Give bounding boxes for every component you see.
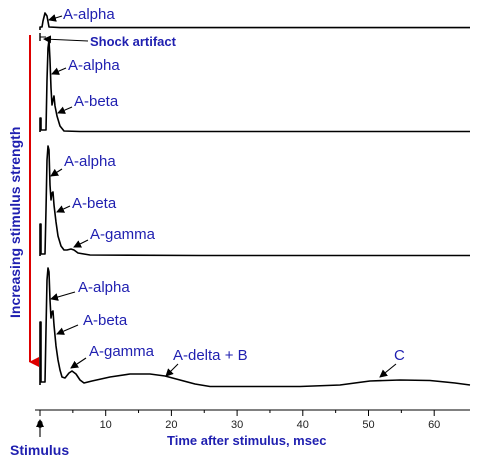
trace-3: A-alpha A-beta A-gamma (39, 145, 470, 257)
trace-2-line (39, 39, 470, 133)
trace-1-alpha-arrow (48, 14, 63, 22)
trace-4-alpha-arrow (50, 291, 76, 301)
trace-4-label-gamma: A-gamma (89, 343, 155, 360)
trace-3-label-gamma: A-gamma (90, 226, 156, 243)
trace-4-beta-arrow (56, 324, 79, 335)
trace-2-alpha-arrow (51, 67, 67, 75)
increasing-strength-label: Increasing stimulus strength (7, 127, 23, 318)
trace-4-c-arrow (379, 363, 397, 378)
trace-4-label-alpha: A-alpha (78, 279, 130, 296)
trace-4-label-c: C (394, 347, 405, 364)
trace-4-label-delta-b: A-delta + B (173, 347, 248, 364)
trace-1-label-alpha: A-alpha (63, 6, 115, 23)
x-axis-ticks: 0102030405060 (37, 410, 440, 431)
trace-2-beta-arrow (57, 106, 73, 114)
trace-3-label-alpha: A-alpha (64, 153, 116, 170)
trace-2-label-beta: A-beta (74, 93, 119, 110)
x-axis-title: Time after stimulus, msec (167, 433, 326, 448)
trace-3-label-beta: A-beta (72, 195, 117, 212)
x-tick-label: 30 (231, 419, 243, 431)
x-tick-label: 10 (100, 419, 112, 431)
trace-1-line (39, 12, 470, 30)
trace-2-label-alpha: A-alpha (68, 57, 120, 74)
x-tick-label: 50 (362, 419, 374, 431)
x-axis: 0102030405060 Time after stimulus, msec … (10, 409, 470, 458)
stimulus-label: Stimulus (10, 442, 69, 458)
trace-4-label-beta: A-beta (83, 312, 128, 329)
trace-4-gamma-arrow (70, 357, 87, 369)
x-tick-label: 60 (428, 419, 440, 431)
trace-3-alpha-arrow (50, 168, 63, 177)
trace-3-gamma-arrow (73, 239, 89, 248)
trace-4: A-alpha A-beta A-gamma A-delta + B C (39, 267, 471, 388)
x-tick-label: 40 (297, 419, 309, 431)
trace-4-line (39, 267, 471, 388)
shock-artifact-arrow (43, 35, 89, 44)
trace-3-beta-arrow (56, 205, 71, 213)
x-tick-label: 20 (165, 419, 177, 431)
trace-3-line (39, 145, 470, 257)
trace-1: A-alpha Shock artifact (39, 6, 470, 49)
trace-4-delta-b-arrow (165, 363, 179, 377)
shock-artifact-label: Shock artifact (90, 34, 177, 49)
trace-2: A-alpha A-beta (39, 39, 470, 133)
